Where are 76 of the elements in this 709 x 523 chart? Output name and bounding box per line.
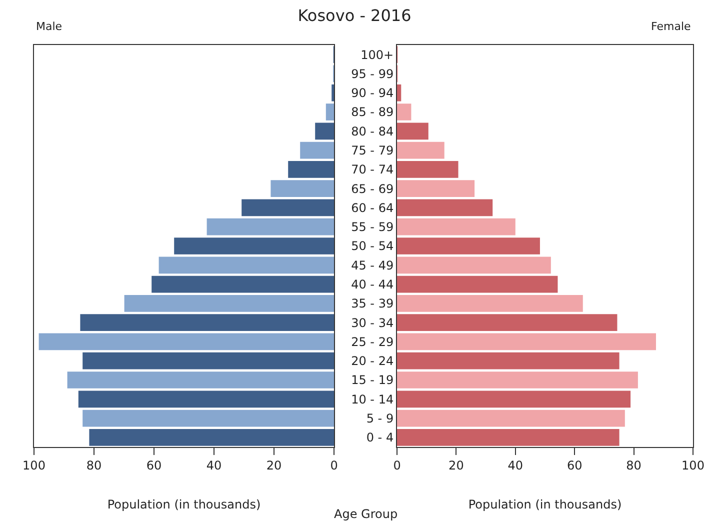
bar: [397, 295, 583, 312]
y-tick-label: 75 - 79: [351, 143, 394, 158]
y-tick-label: 5 - 9: [366, 411, 394, 426]
bar: [326, 104, 334, 120]
bar: [397, 410, 625, 427]
bar: [397, 238, 540, 254]
bar: [397, 429, 620, 446]
y-tick-label: 60 - 64: [351, 200, 394, 215]
y-tick-label: 30 - 34: [351, 316, 394, 330]
bar: [397, 276, 558, 293]
bar: [38, 333, 334, 350]
bar: [315, 122, 334, 140]
x-tick-label: 20: [448, 458, 464, 472]
bar: [397, 122, 428, 140]
y-tick-label: 10 - 14: [351, 392, 394, 406]
x-tick-label: 80: [86, 458, 102, 472]
y-tick-label: 50 - 54: [351, 239, 394, 254]
x-tick-label: 20: [266, 458, 282, 472]
x-axis-title: Population (in thousands): [107, 497, 261, 512]
y-tick-label: 70 - 74: [351, 162, 394, 177]
bar: [67, 372, 334, 388]
y-tick-label: 20 - 24: [351, 354, 394, 368]
y-tick-label: 55 - 59: [351, 220, 394, 234]
bar: [158, 256, 334, 274]
x-tick-label: 0: [393, 458, 401, 472]
bar: [82, 352, 334, 370]
y-tick-label: 45 - 49: [351, 258, 394, 272]
x-axis-title: Population (in thousands): [468, 497, 622, 512]
bar: [82, 410, 334, 427]
bar: [397, 199, 493, 216]
bar: [397, 84, 402, 102]
bar: [80, 314, 334, 331]
y-tick-label: 15 - 19: [351, 373, 394, 388]
bar: [397, 333, 656, 350]
x-tick-label: 100: [682, 458, 704, 472]
chart-subtitle: Male: [36, 20, 62, 33]
bar: [288, 161, 334, 178]
bar: [397, 218, 516, 236]
bar: [397, 256, 551, 274]
x-tick-label: 80: [626, 458, 642, 472]
x-tick-label: 40: [206, 458, 222, 472]
x-tick-label: 0: [330, 458, 338, 472]
y-tick-label: 35 - 39: [351, 296, 394, 311]
bar: [174, 238, 334, 254]
bar: [300, 142, 334, 159]
bar: [89, 429, 334, 446]
x-tick-label: 60: [566, 458, 582, 472]
bar: [397, 390, 631, 408]
chart-subtitle: Female: [651, 20, 692, 33]
y-axis-title: Age Group: [334, 507, 398, 521]
y-tick-label: 90 - 94: [351, 86, 394, 100]
bar: [242, 199, 334, 216]
bar: [124, 295, 334, 312]
y-tick-label: 85 - 89: [351, 105, 394, 120]
bar: [397, 314, 618, 331]
y-tick-label: 0 - 4: [366, 430, 394, 445]
bar: [397, 142, 444, 159]
bar: [78, 390, 334, 408]
chart-title: Kosovo - 2016: [298, 6, 412, 25]
y-tick-label: 40 - 44: [351, 277, 394, 292]
y-tick-label: 65 - 69: [351, 182, 394, 196]
bar: [152, 276, 334, 293]
x-tick-label: 100: [22, 458, 46, 472]
y-tick-label: 95 - 99: [351, 66, 394, 81]
bar: [397, 180, 475, 197]
y-tick-label: 100+: [360, 48, 394, 62]
bar: [206, 218, 334, 236]
bar: [397, 352, 620, 370]
bar: [397, 372, 638, 388]
y-tick-label: 80 - 84: [351, 124, 394, 138]
bar: [270, 180, 334, 197]
y-tick-label: 25 - 29: [351, 334, 394, 349]
bar: [397, 161, 458, 178]
bar: [397, 104, 412, 120]
x-tick-label: 40: [508, 458, 524, 472]
x-tick-label: 60: [146, 458, 162, 472]
